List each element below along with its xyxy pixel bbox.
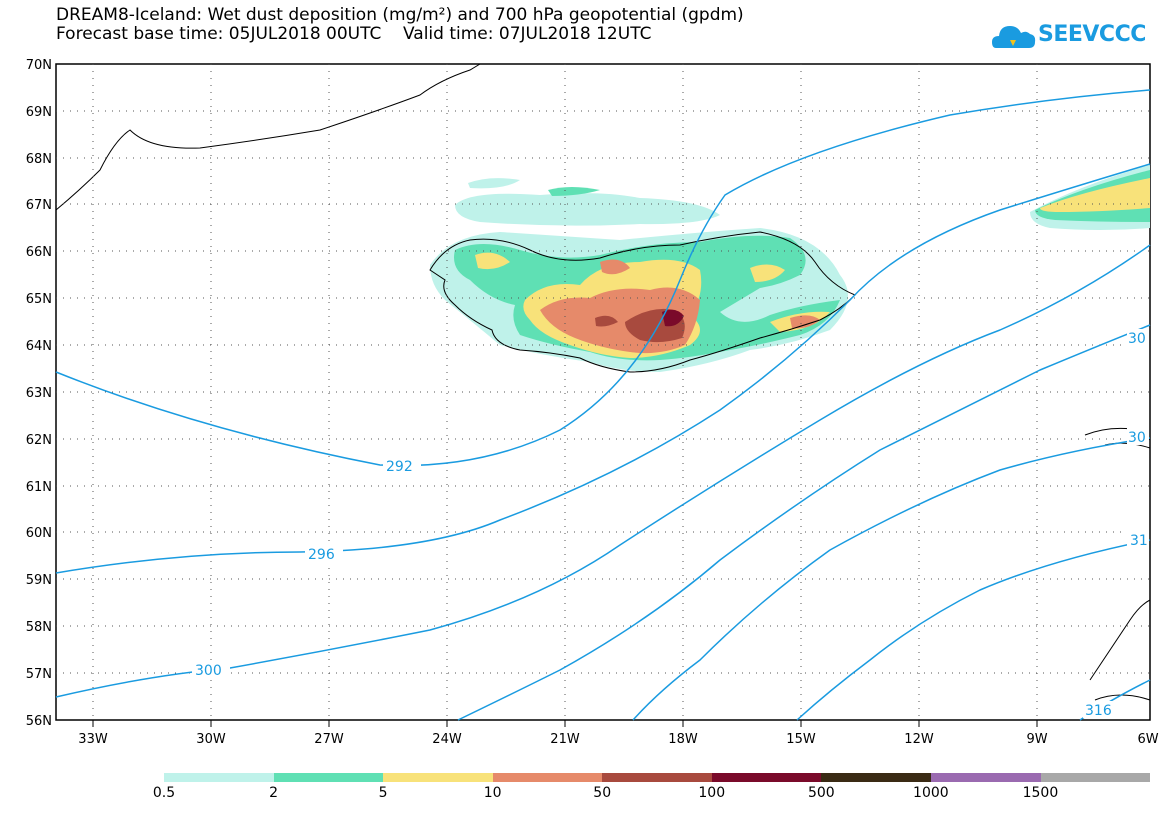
colorbar [164,773,1151,782]
lon-label: 33W [78,732,108,747]
colorbar-segment [930,773,1041,782]
lon-label: 9W [1026,732,1047,747]
lat-label: 57N [26,667,52,682]
contour-label-30-a: 30 [1128,331,1146,347]
lat-label: 61N [26,480,52,495]
colorbar-label: 2 [269,785,279,801]
colorbar-label: 0.5 [152,785,176,801]
dust-deposition-field [430,165,1150,372]
lon-label: 12W [904,732,934,747]
lon-label: 30W [196,732,226,747]
colorbar-segment [711,773,822,782]
colorbar-segment [1040,773,1151,782]
map-title: DREAM8-Iceland: Wet dust deposition (mg/… [56,5,744,25]
contour-label-30-b: 30 [1128,430,1146,446]
colorbar-segment [273,773,384,782]
axis-ticks [92,720,1038,727]
lat-label: 64N [26,339,52,354]
graticule [56,64,1150,720]
lat-label: 69N [26,105,52,120]
lat-label: 65N [26,292,52,307]
lat-label: 70N [26,58,52,73]
colorbar-label: 5 [378,785,388,801]
contour-label-292: 292 [386,459,413,475]
logo-text: SEEVCCC [1038,22,1146,47]
lat-label: 63N [26,386,52,401]
lat-label: 62N [26,433,52,448]
contour-labels: 292 296 300 30 30 31 316 [192,329,1149,719]
geopotential-contours [55,89,1151,721]
lon-label: 21W [550,732,580,747]
lat-label: 56N [26,714,52,729]
colorbar-label: 100 [698,785,726,801]
lon-label: 15W [786,732,816,747]
colorbar-segment [164,773,274,782]
longitude-labels: 33W 30W 27W 24W 21W 18W 15W 12W 9W 6W [78,732,1158,747]
colorbar-label: 1500 [1022,785,1059,801]
lat-label: 67N [26,198,52,213]
colorbar-label: 1000 [913,785,949,801]
colorbar-segment [602,773,712,782]
colorbar-label: 10 [483,785,502,801]
colorbar-label: 500 [807,785,835,801]
colorbar-segment [383,773,493,782]
colorbar-segment [821,773,931,782]
lat-label: 59N [26,573,52,588]
colorbar-label: 50 [593,785,612,801]
contour-label-316: 316 [1085,703,1112,719]
lat-label: 68N [26,152,52,167]
lon-label: 18W [668,732,698,747]
contour-label-300: 300 [195,663,222,679]
contour-label-31: 31 [1130,533,1148,549]
lon-label: 6W [1137,732,1158,747]
lat-label: 60N [26,526,52,541]
latitude-labels: 70N 69N 68N 67N 66N 65N 64N 63N 62N 61N … [26,58,52,729]
lat-label: 66N [26,245,52,260]
contour-label-296: 296 [308,547,335,563]
lon-label: 27W [314,732,344,747]
lon-label: 24W [432,732,462,747]
cloud-logo-icon [992,26,1036,48]
lat-label: 58N [26,620,52,635]
forecast-times: Forecast base time: 05JUL2018 00UTC Vali… [56,24,652,44]
colorbar-segment [492,773,603,782]
